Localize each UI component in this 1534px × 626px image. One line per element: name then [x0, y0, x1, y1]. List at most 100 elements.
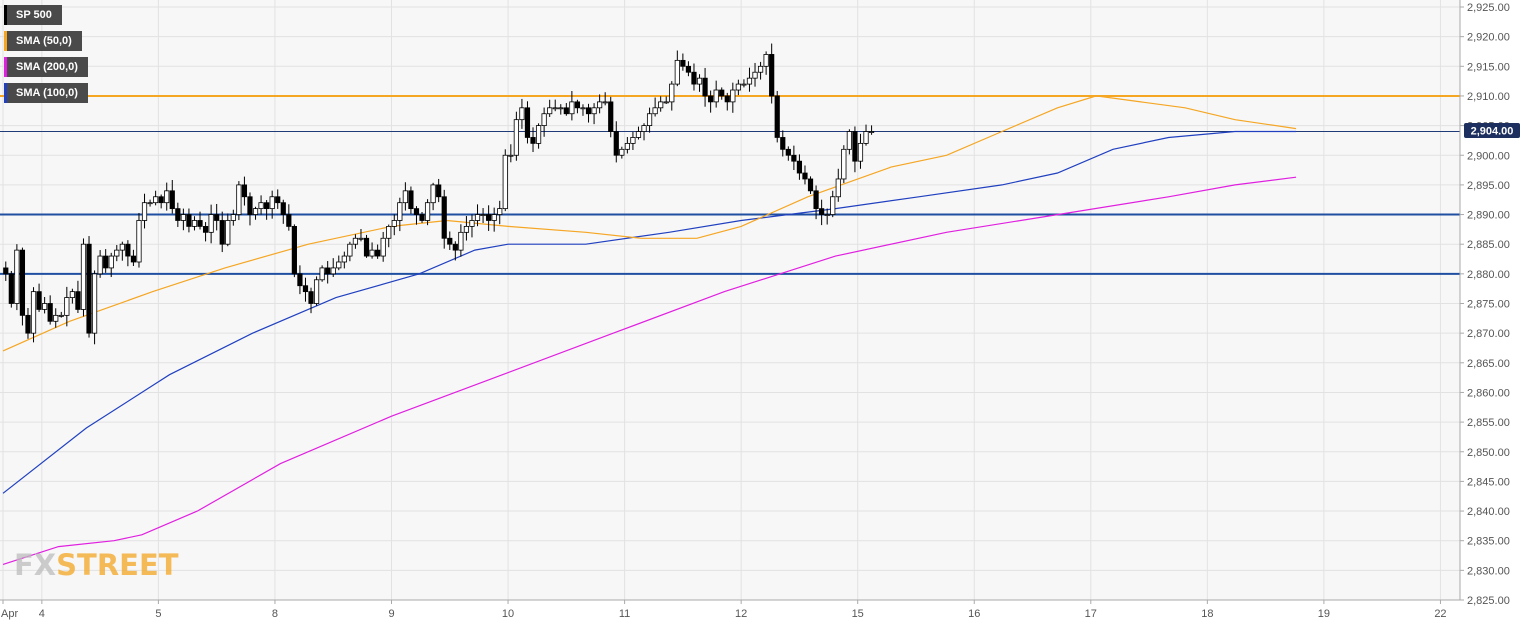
legend-item-sma100[interactable]: SMA (100,0) — [4, 83, 88, 103]
candle-body — [114, 249, 120, 257]
candle — [741, 79, 747, 88]
candle — [730, 82, 736, 113]
candle — [547, 99, 553, 117]
candle — [868, 125, 875, 135]
candle-body — [302, 285, 309, 293]
candle-body — [236, 184, 242, 215]
candle — [313, 276, 320, 306]
candle-body — [3, 267, 9, 275]
candle-body — [646, 113, 653, 126]
candle — [369, 242, 375, 259]
candle-body — [552, 107, 558, 110]
x-tick-label: 4 — [39, 608, 45, 620]
candle-body — [841, 148, 847, 180]
candle — [685, 61, 692, 77]
candle-body — [341, 255, 347, 263]
x-tick-label: 12 — [735, 608, 747, 620]
support-resistance-levels — [0, 94, 1460, 275]
candle-body — [369, 249, 375, 257]
candle-body — [252, 208, 259, 215]
candle — [752, 62, 758, 87]
candle — [197, 211, 203, 230]
candle-body — [191, 220, 198, 227]
x-axis-ticks: Apr 4 5 8 9 10 11 12 15 16 17 18 19 22 — [1, 600, 1447, 620]
candle — [424, 199, 431, 226]
legend-swatch — [4, 5, 7, 25]
candle — [652, 97, 658, 117]
candle — [635, 126, 642, 140]
candle — [25, 307, 31, 339]
candle-body — [408, 190, 414, 210]
candle — [158, 194, 164, 209]
candle — [469, 214, 475, 238]
candle — [463, 216, 470, 241]
candle-body — [524, 107, 531, 138]
candle — [191, 216, 198, 231]
candle — [824, 208, 830, 225]
candle — [147, 199, 153, 207]
candle — [347, 241, 353, 262]
candle — [724, 92, 730, 111]
y-tick-label: 2,850.00 — [1467, 447, 1510, 459]
candle-body — [558, 107, 564, 110]
candle — [330, 258, 336, 278]
candle-body — [635, 131, 642, 138]
candle — [441, 189, 447, 249]
candle-body — [513, 119, 519, 156]
y-tick-label: 2,840.00 — [1467, 506, 1510, 518]
candle-body — [8, 273, 14, 304]
candle — [436, 178, 442, 203]
candle-body — [424, 202, 431, 221]
candle — [114, 245, 120, 262]
candle-body — [397, 202, 403, 221]
candle-body — [669, 83, 675, 103]
sma-100-line — [2, 130, 1297, 494]
x-tick-label: 11 — [619, 608, 630, 620]
candle-body — [663, 101, 669, 104]
candle — [413, 206, 420, 225]
candle-body — [674, 59, 680, 85]
candle-body — [730, 89, 736, 103]
candle — [75, 280, 81, 314]
candle — [8, 270, 14, 308]
candle — [336, 255, 342, 271]
candle-body — [269, 196, 275, 210]
y-tick-label: 2,910.00 — [1467, 91, 1510, 103]
candle — [624, 137, 630, 154]
candle — [569, 90, 575, 121]
candle — [352, 234, 359, 249]
grid-lines — [0, 0, 1460, 601]
candle — [286, 204, 292, 231]
y-tick-label: 2,920.00 — [1467, 32, 1510, 44]
sma-200-line — [2, 176, 1297, 565]
legend-item-sma200[interactable]: SMA (200,0) — [4, 57, 88, 77]
candle-body — [125, 243, 131, 257]
candle-body — [519, 107, 525, 121]
candle-body — [719, 89, 725, 97]
candle — [508, 144, 514, 163]
candle — [130, 249, 137, 267]
candle — [214, 203, 220, 231]
candle-body — [819, 208, 825, 215]
candle-body — [75, 291, 81, 310]
candle — [641, 123, 647, 141]
candle-body — [541, 113, 547, 126]
candle — [275, 189, 281, 209]
x-tick-label: 16 — [968, 608, 980, 620]
legend-swatch — [4, 57, 7, 77]
candle-body — [130, 255, 137, 263]
candle — [830, 190, 836, 218]
candle — [241, 176, 248, 206]
candle-body — [36, 291, 42, 310]
legend-item-sma50[interactable]: SMA (50,0) — [4, 31, 82, 51]
candle — [480, 208, 486, 223]
candle — [785, 146, 791, 161]
candle-body — [264, 202, 270, 210]
candle-body — [25, 314, 31, 334]
y-tick-label: 2,845.00 — [1467, 476, 1510, 488]
candle — [846, 129, 852, 155]
legend-label: SMA (200,0) — [16, 61, 78, 73]
legend-item-sp500[interactable]: SP 500 — [4, 5, 62, 25]
candle-body — [297, 273, 303, 287]
